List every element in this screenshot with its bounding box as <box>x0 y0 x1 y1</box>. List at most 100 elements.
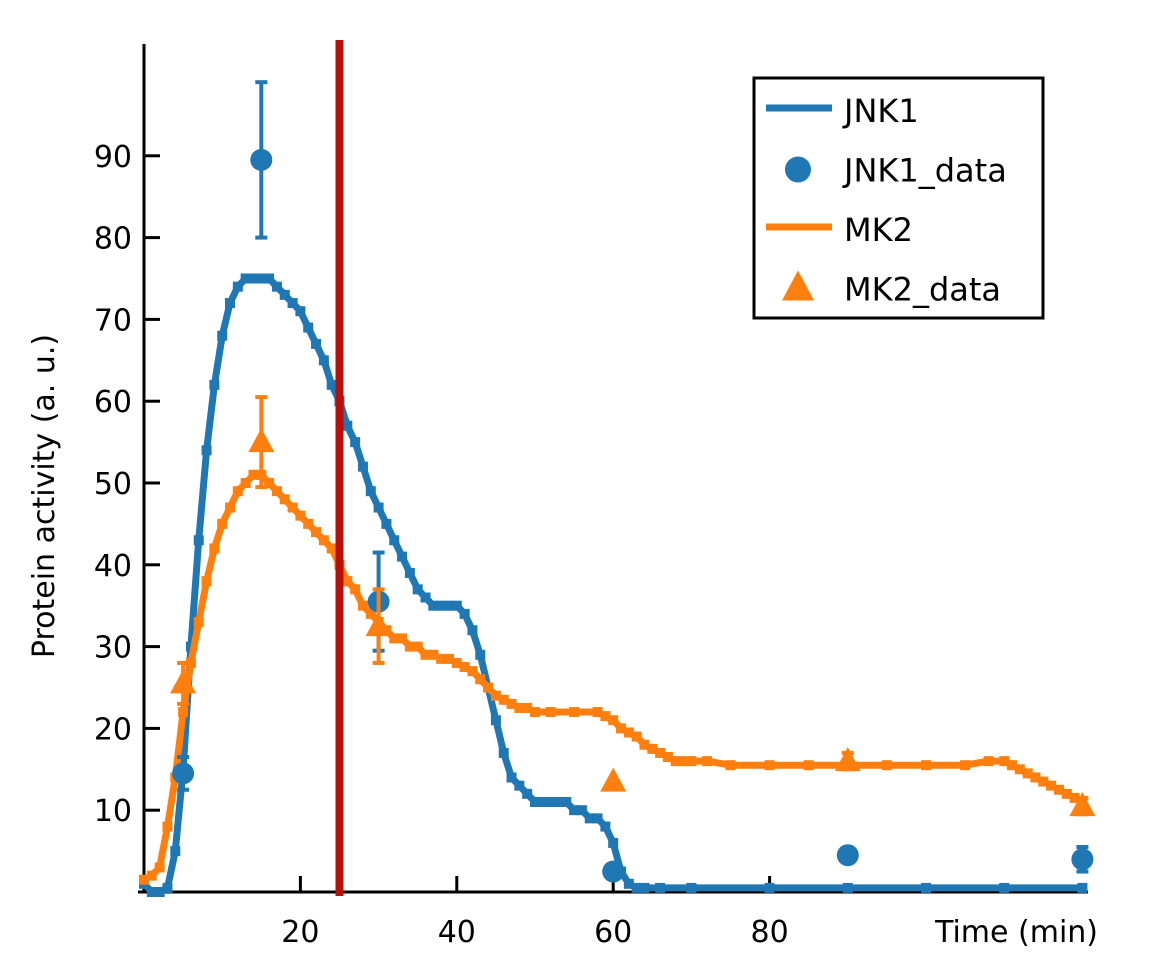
line-marker <box>412 584 423 595</box>
line-marker <box>185 657 196 668</box>
line-marker <box>600 711 611 722</box>
line-marker <box>537 797 548 808</box>
data-point-circle <box>172 762 195 785</box>
line-marker <box>162 882 173 893</box>
line-marker <box>530 707 540 718</box>
line-marker <box>436 600 447 611</box>
line-marker <box>397 633 408 644</box>
line-marker <box>209 379 220 390</box>
line-marker <box>193 535 204 546</box>
line-marker <box>295 306 306 317</box>
y-tick-label: 80 <box>94 222 132 257</box>
line-marker <box>647 743 658 754</box>
x-tick-label: 20 <box>281 915 319 950</box>
line-marker <box>483 682 494 693</box>
line-marker <box>326 379 337 390</box>
line-marker <box>279 289 290 300</box>
line-marker <box>139 874 149 885</box>
line-marker <box>420 592 431 603</box>
line-marker <box>279 494 290 505</box>
line-marker <box>397 551 408 562</box>
line-marker <box>357 600 368 611</box>
line-marker <box>459 608 470 619</box>
line-marker <box>1007 760 1018 771</box>
line-marker <box>514 780 525 791</box>
line-marker <box>162 821 173 832</box>
line-marker <box>271 281 282 292</box>
line-marker <box>287 502 298 513</box>
x-tick-label: 40 <box>438 915 476 950</box>
line-marker <box>217 518 228 529</box>
data-point-triangle <box>248 428 275 453</box>
line-marker <box>264 273 275 284</box>
legend-box <box>752 76 1045 320</box>
line-marker <box>545 797 556 808</box>
line-marker <box>623 878 634 889</box>
line-marker <box>522 702 533 713</box>
line-marker <box>154 887 165 897</box>
line-marker <box>960 760 971 771</box>
line-marker <box>350 584 361 595</box>
line-marker <box>983 756 994 767</box>
y-tick-label: 40 <box>94 549 132 584</box>
line-marker <box>530 797 540 808</box>
line-marker <box>1061 788 1072 799</box>
legend-swatch-mk2-data <box>782 270 814 301</box>
line-marker <box>561 797 572 808</box>
data-point-triangle <box>600 767 627 792</box>
line-marker <box>1053 784 1064 795</box>
y-tick-label: 30 <box>94 631 132 666</box>
line-marker <box>639 882 650 893</box>
line-marker <box>1046 780 1057 791</box>
line-marker <box>655 747 666 758</box>
line-marker <box>381 518 392 529</box>
data-point-triangle <box>1069 792 1096 817</box>
line-marker <box>631 731 642 742</box>
data-point-circle <box>602 860 625 883</box>
line-marker <box>608 715 619 726</box>
line-marker <box>490 715 501 726</box>
line-marker <box>404 567 415 578</box>
line-marker <box>764 882 775 893</box>
line-marker <box>545 707 556 718</box>
line-marker <box>248 273 259 284</box>
data-point-circle <box>836 844 859 867</box>
line-marker <box>303 518 314 529</box>
line-marker <box>389 535 400 546</box>
line-marker <box>506 698 517 709</box>
line-marker <box>170 846 181 857</box>
line-marker <box>506 772 517 783</box>
line-marker <box>1022 768 1033 779</box>
line-marker <box>451 600 462 611</box>
line-marker <box>232 486 243 497</box>
line-marker <box>295 510 306 521</box>
line-marker <box>498 694 509 705</box>
x-axis-title: Time (min) <box>934 915 1098 950</box>
x-tick-label: 80 <box>751 915 789 950</box>
line-marker <box>389 633 400 644</box>
y-tick-label: 60 <box>94 385 132 420</box>
legend-label: MK2 <box>844 211 913 249</box>
line-marker <box>178 707 189 718</box>
line-marker <box>1030 772 1041 783</box>
line-marker <box>318 355 329 366</box>
line-marker <box>264 478 275 488</box>
line-marker <box>420 649 431 660</box>
line-marker <box>569 707 580 718</box>
line-marker <box>725 760 736 771</box>
line-marker <box>225 298 236 309</box>
series-line <box>142 471 1085 883</box>
line-marker <box>428 649 439 660</box>
line-marker <box>921 760 931 771</box>
line-marker <box>232 281 243 292</box>
line-marker <box>592 707 603 718</box>
x-tick-label: 60 <box>594 915 632 950</box>
line-marker <box>311 338 322 349</box>
line-marker <box>326 543 337 554</box>
line-marker <box>303 322 314 333</box>
line-marker <box>921 882 931 893</box>
line-marker <box>342 576 353 587</box>
data-point-circle <box>1071 848 1094 871</box>
line-marker <box>584 813 595 824</box>
line-marker <box>881 760 892 771</box>
